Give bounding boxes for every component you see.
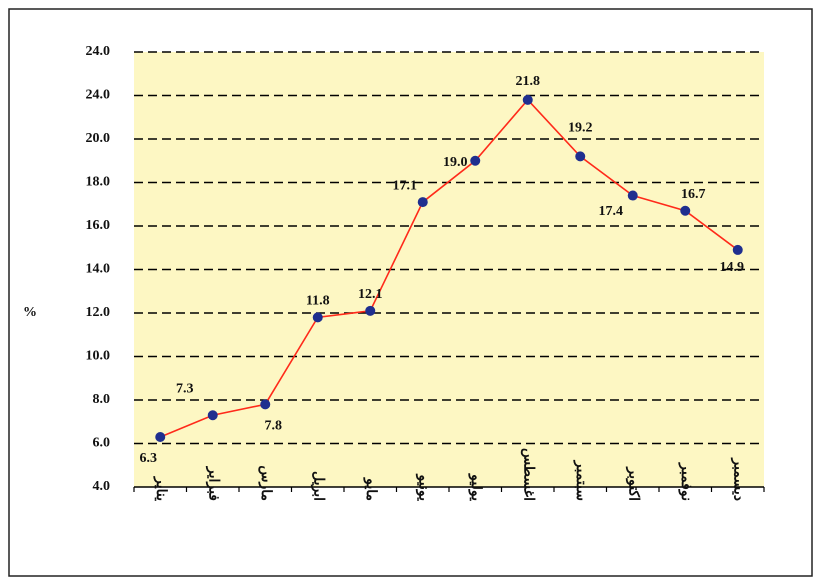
x-tick-label: ديسمبر [731,457,746,501]
data-point [417,197,428,208]
data-point [575,151,586,162]
data-label: 14.9 [720,260,745,275]
y-tick-label: 4.0 [93,479,111,494]
y-tick-label: 20.0 [86,131,111,146]
data-label: 6.3 [140,451,158,466]
x-tick-label: مارس [258,465,273,501]
x-tick-label: يوليو [468,473,483,501]
data-point [732,244,743,255]
y-tick-label: 10.0 [86,349,111,364]
x-tick-label: نوفمبر [678,462,693,501]
data-label: 21.8 [516,74,541,89]
data-point [260,399,271,410]
y-tick-label: 24.0 [86,88,111,103]
data-label: 19.2 [568,121,593,136]
data-label: 12.1 [358,287,383,302]
y-tick-label: 6.0 [93,436,111,451]
x-tick-label: اغسطس [521,448,536,501]
data-label: 16.7 [681,187,706,202]
y-tick-label: 18.0 [86,175,111,190]
data-point [522,94,533,105]
data-label: 11.8 [306,294,330,309]
y-tick-label: 16.0 [86,218,111,233]
data-label: 7.3 [176,381,194,396]
x-tick-label: ابريل [311,471,326,501]
data-point [470,155,481,166]
x-tick-label: يونيو [416,474,431,502]
data-line [159,98,739,438]
data-point [627,190,638,201]
data-label: 19.0 [443,155,468,170]
data-label: 7.8 [265,419,283,434]
data-point [207,410,218,421]
data-label: 17.1 [393,178,418,193]
y-tick-label: 8.0 [93,392,111,407]
data-label: 17.4 [599,204,624,219]
y-tick-label: 12.0 [86,305,111,320]
data-point [155,431,166,442]
y-tick-label: 14.0 [86,262,111,277]
data-point [365,305,376,316]
data-point [680,205,691,216]
data-point [312,312,323,323]
x-tick-label: يناير [153,476,168,501]
y-tick-label: 24.0 [86,44,111,59]
x-tick-label: سبتمبر [573,460,588,501]
x-tick-label: مايو [363,477,378,501]
x-tick-label: اكتوبر [626,466,642,501]
x-tick-label: فبراير [206,466,221,501]
y-axis-label: % [23,305,37,320]
